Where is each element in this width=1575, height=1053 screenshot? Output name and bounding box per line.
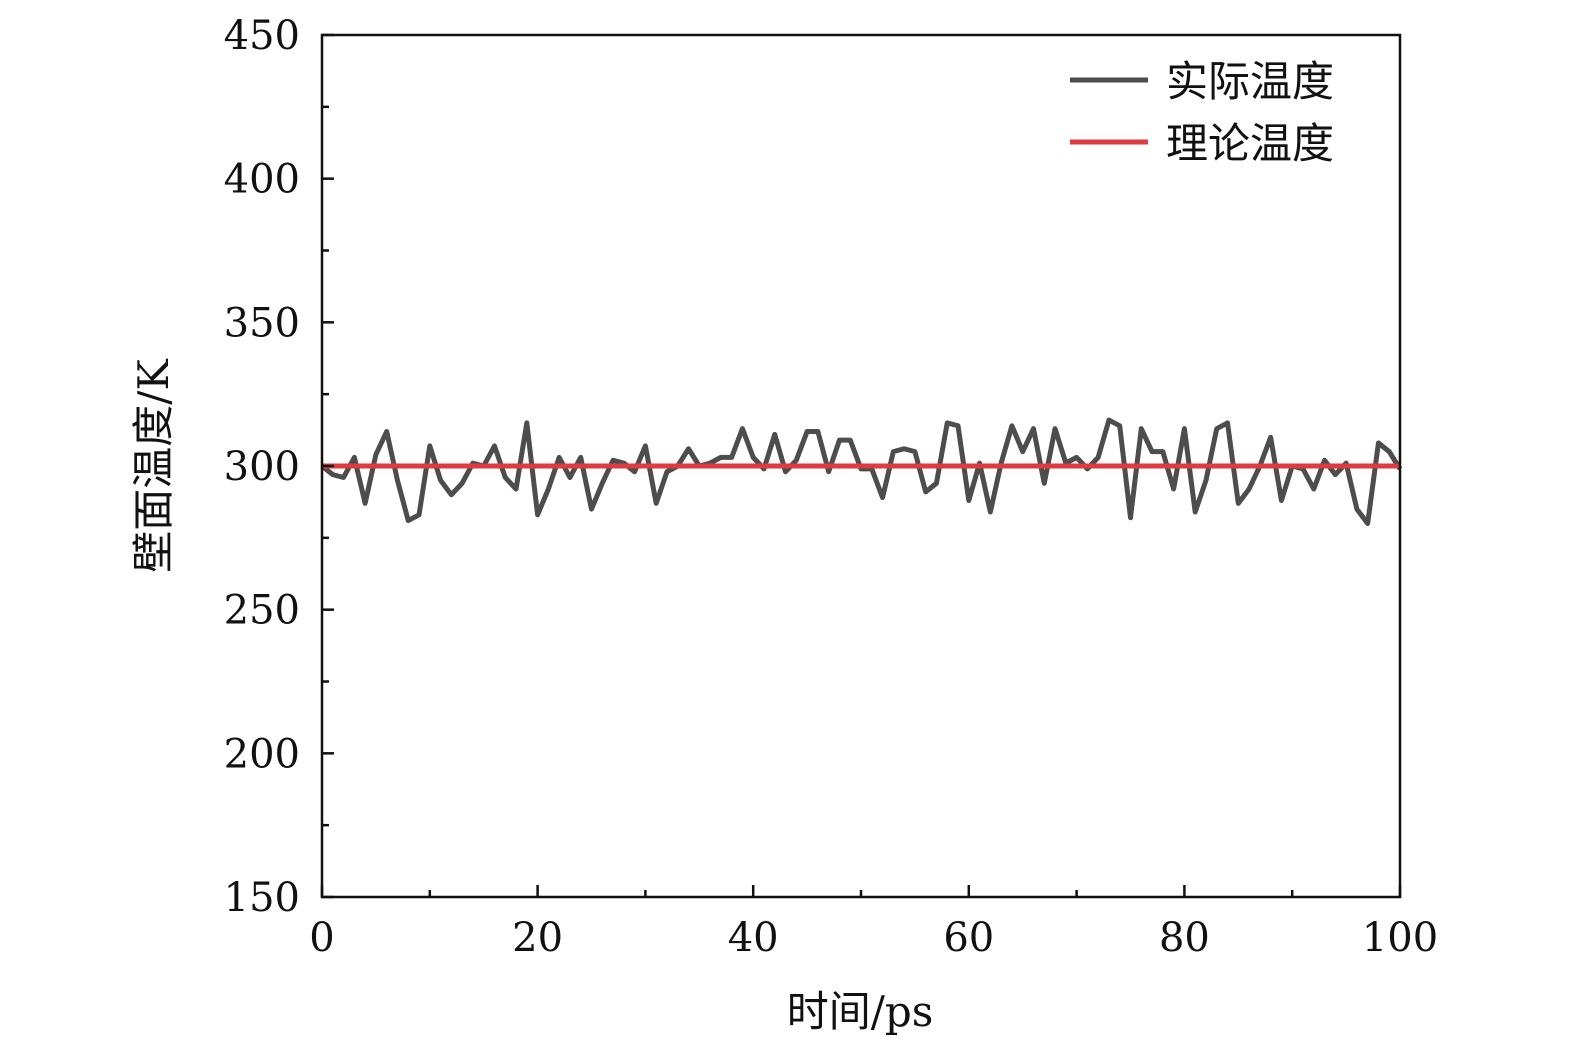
x-tick-label: 20 (512, 915, 563, 961)
y-tick-label: 450 (224, 13, 300, 59)
y-tick-label: 350 (224, 300, 300, 346)
y-axis-title: 壁面温度/K (129, 358, 178, 573)
y-tick-label: 200 (224, 731, 300, 777)
x-tick-label: 100 (1362, 915, 1438, 961)
x-tick-label: 80 (1159, 915, 1210, 961)
y-tick-label: 300 (224, 444, 300, 490)
axes: 150 200 250 300 350 400 450 0 20 40 60 80 100 (224, 13, 1439, 961)
y-tick-label: 250 (224, 588, 300, 634)
x-tick-label: 40 (728, 915, 779, 961)
y-tick-label: 400 (224, 157, 300, 203)
legend-label-theoretical-temperature: 理论温度 (1166, 119, 1334, 168)
x-tick-label: 60 (943, 915, 994, 961)
y-tick-label: 150 (224, 875, 300, 921)
x-axis-title: 时间/ps (787, 987, 934, 1036)
legend: 实际温度 理论温度 (1070, 57, 1334, 168)
plot-area (320, 417, 1403, 526)
series-line-actual-temperature (320, 417, 1403, 526)
legend-label-actual-temperature: 实际温度 (1166, 57, 1334, 106)
x-tick-label: 0 (309, 915, 334, 961)
